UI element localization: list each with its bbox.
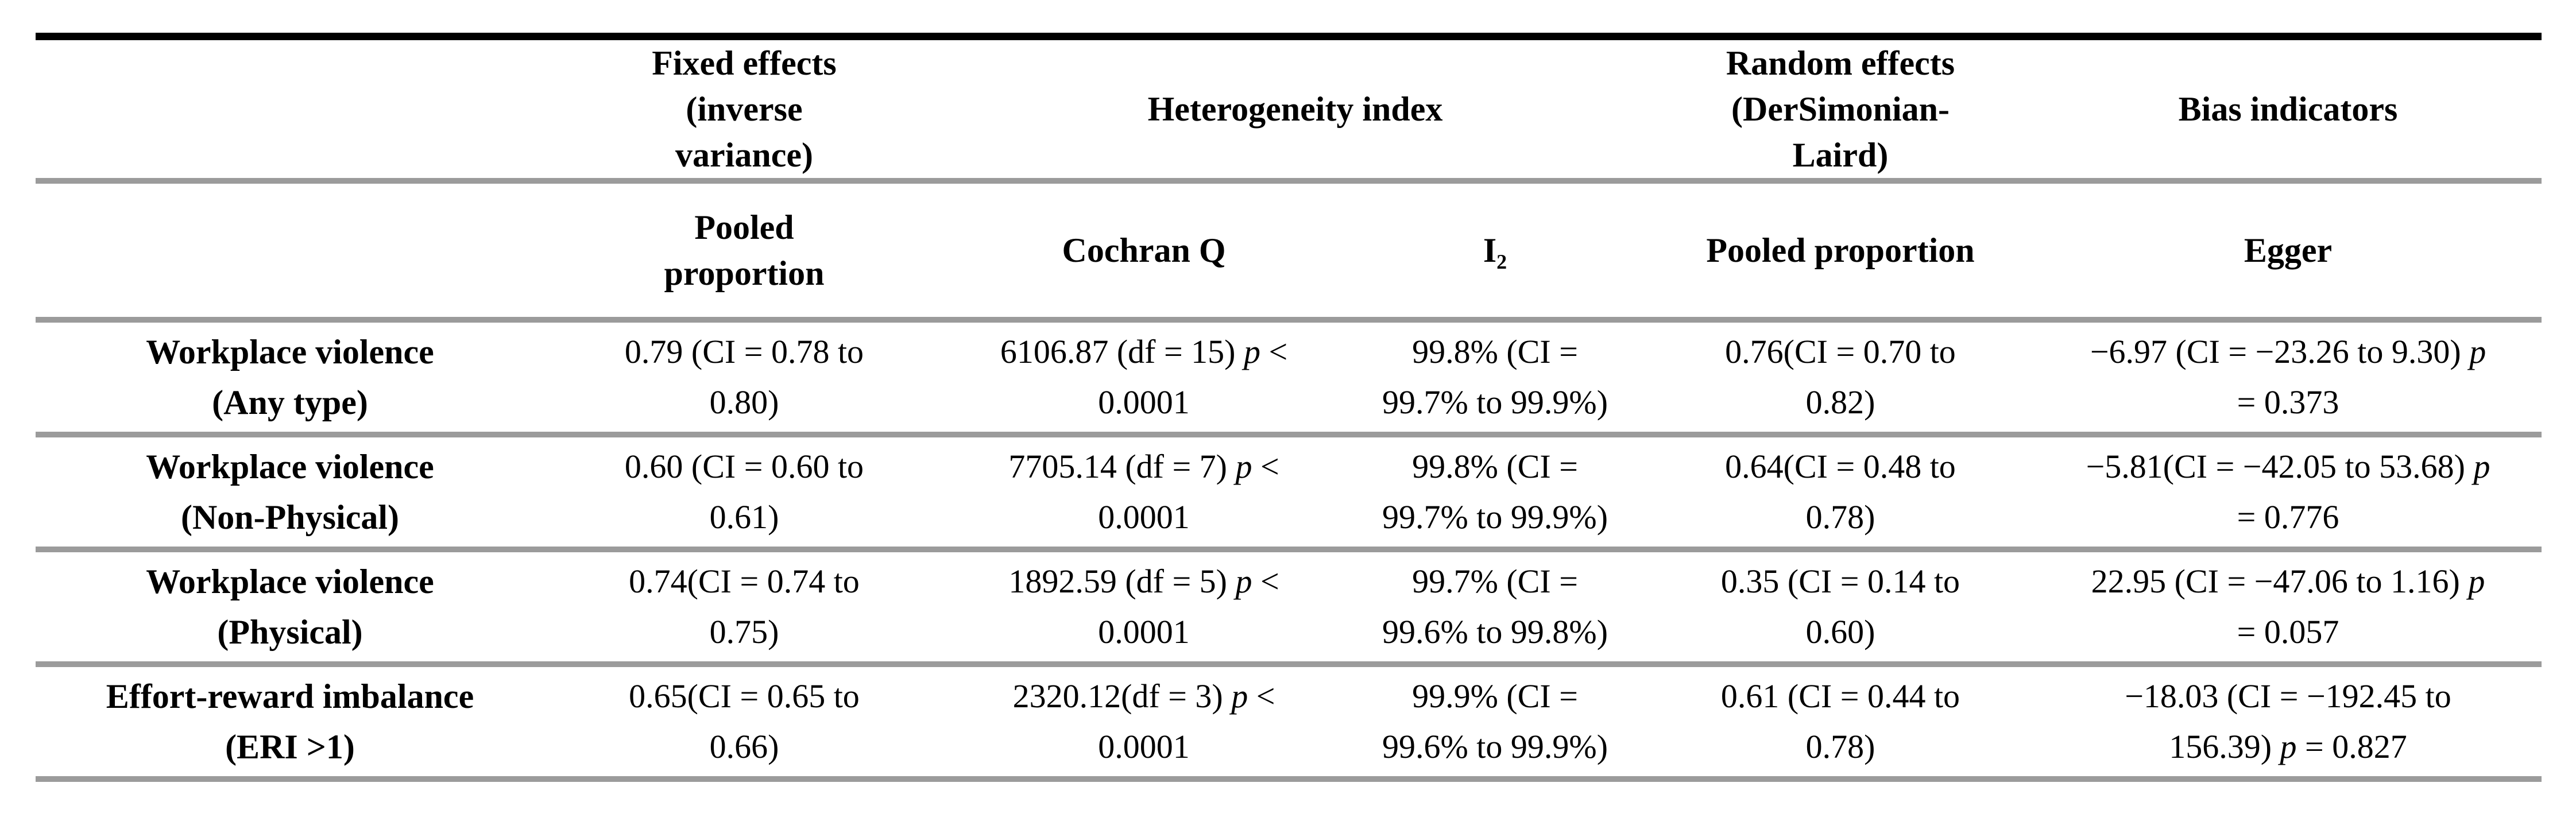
i2-value: 99.8% (CI = 99.7% to 99.9%) <box>1382 333 1608 421</box>
header-bias-indicators: Bias indicators <box>2178 90 2398 128</box>
table-row-wpv-physical: Workplace violence (Physical) 0.74(CI = 0… <box>36 549 2542 664</box>
subheader-i2: I₂ <box>1483 231 1507 269</box>
row-label: Workplace violence (Non-Physical) <box>146 448 434 536</box>
header-subrow: Pooled proportion Cochran Q I₂ Pooled pro… <box>36 181 2542 320</box>
i2-value: 99.9% (CI = 99.6% to 99.9%) <box>1382 677 1608 765</box>
egger-value: 22.95 (CI = −47.06 to 1.16) p = 0.057 <box>2091 563 2485 650</box>
i2-value: 99.7% (CI = 99.6% to 99.8%) <box>1382 563 1608 650</box>
cochran-q-value: 1892.59 (df = 5) p <0.0001 <box>1008 563 1279 650</box>
subheader-egger: Egger <box>2244 231 2333 269</box>
table-row-wpv-any-type: Workplace violence (Any type) 0.79 (CI = … <box>36 320 2542 435</box>
meta-analysis-results-table: Fixed effects (inverse variance) Heterogen… <box>36 33 2542 782</box>
i2-value: 99.8% (CI = 99.7% to 99.9%) <box>1382 448 1608 536</box>
subheader-cochran-q: Cochran Q <box>1062 231 1226 269</box>
header-corner-cell <box>36 37 544 181</box>
random-effects-value: 0.76(CI = 0.70 to 0.82) <box>1725 333 1956 421</box>
row-label: Effort-reward imbalance (ERI >1) <box>106 677 474 766</box>
header-random-effects: Random effects (DerSimonian- Laird) <box>1726 44 1955 174</box>
fixed-effects-value: 0.65(CI = 0.65 to 0.66) <box>629 677 860 765</box>
header-heterogeneity-index: Heterogeneity index <box>1147 90 1443 128</box>
header-fixed-effects: Fixed effects (inverse variance) <box>652 44 837 174</box>
row-label: Workplace violence (Physical) <box>146 563 434 651</box>
cochran-q-value: 6106.87 (df = 15) p <0.0001 <box>1000 333 1288 421</box>
egger-value: −18.03 (CI = −192.45 to 156.39) p = 0.827 <box>2125 677 2451 765</box>
egger-value: −6.97 (CI = −23.26 to 9.30) p = 0.373 <box>2090 333 2486 421</box>
subheader-pooled-proportion-random: Pooled proportion <box>1706 231 1975 269</box>
fixed-effects-value: 0.74(CI = 0.74 to 0.75) <box>629 563 860 650</box>
header-group-row: Fixed effects (inverse variance) Heterogen… <box>36 37 2542 181</box>
cochran-q-value: 7705.14 (df = 7) p <0.0001 <box>1008 448 1279 536</box>
row-label: Workplace violence (Any type) <box>146 333 434 421</box>
table-row-effort-reward-imbalance: Effort-reward imbalance (ERI >1) 0.65(CI … <box>36 664 2542 779</box>
table-row-wpv-non-physical: Workplace violence (Non-Physical) 0.60 (C… <box>36 435 2542 549</box>
subheader-corner-cell <box>36 181 544 320</box>
fixed-effects-value: 0.60 (CI = 0.60 to 0.61) <box>624 448 864 536</box>
fixed-effects-value: 0.79 (CI = 0.78 to 0.80) <box>624 333 864 421</box>
random-effects-value: 0.35 (CI = 0.14 to 0.60) <box>1720 563 1960 650</box>
subheader-pooled-proportion-fixed: Pooled proportion <box>664 208 825 292</box>
egger-value: −5.81(CI = −42.05 to 53.68) p = 0.776 <box>2086 448 2490 536</box>
random-effects-value: 0.61 (CI = 0.44 to 0.78) <box>1720 677 1960 765</box>
cochran-q-value: 2320.12(df = 3) p <0.0001 <box>1012 677 1275 765</box>
random-effects-value: 0.64(CI = 0.48 to 0.78) <box>1725 448 1956 536</box>
